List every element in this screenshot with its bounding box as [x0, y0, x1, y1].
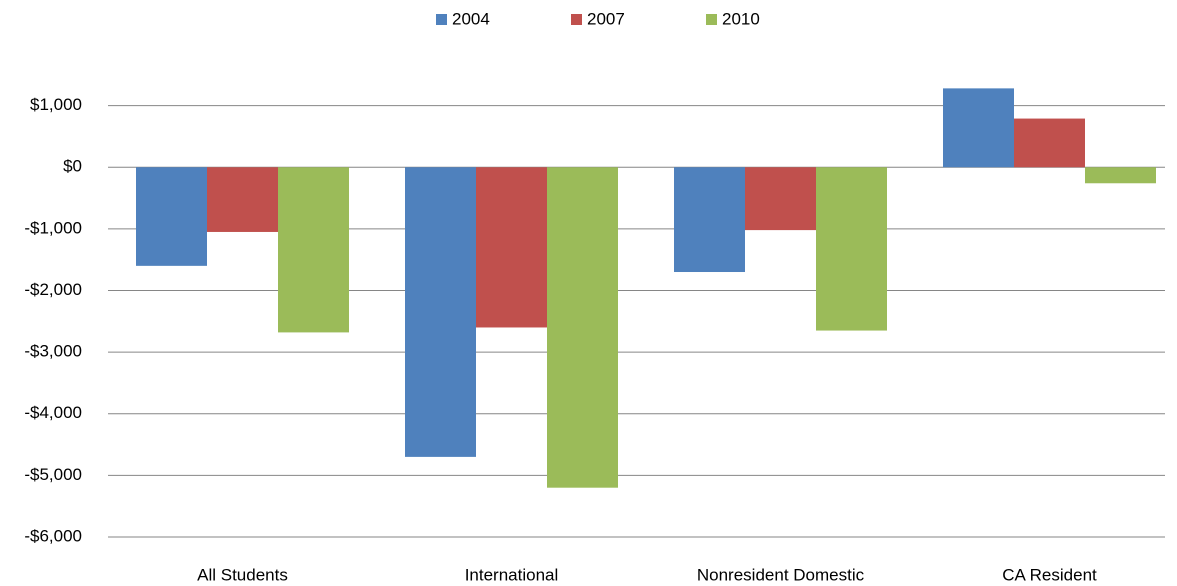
bar [207, 167, 278, 232]
bar [745, 167, 816, 231]
y-tick-label: -$1,000 [24, 218, 82, 237]
bar [1085, 167, 1156, 184]
x-tick-label: International [465, 565, 559, 584]
bar [136, 167, 207, 266]
x-tick-label: CA Resident [1002, 565, 1097, 584]
y-tick-label: -$3,000 [24, 342, 82, 361]
y-tick-label: $1,000 [30, 95, 82, 114]
bar [476, 167, 547, 328]
bar [278, 167, 349, 333]
y-tick-label: -$6,000 [24, 526, 82, 545]
x-tick-label: Nonresident Domestic [697, 565, 865, 584]
legend-label: 2004 [452, 9, 490, 28]
legend-swatch [436, 14, 447, 25]
bar [943, 88, 1014, 168]
bar [547, 167, 618, 488]
y-tick-label: $0 [63, 157, 82, 176]
y-tick-label: -$2,000 [24, 280, 82, 299]
bar [405, 167, 476, 457]
legend-swatch [706, 14, 717, 25]
x-tick-label: All Students [197, 565, 288, 584]
legend-label: 2007 [587, 9, 625, 28]
y-tick-label: -$4,000 [24, 403, 82, 422]
bar [674, 167, 745, 273]
y-tick-label: -$5,000 [24, 465, 82, 484]
legend-swatch [571, 14, 582, 25]
bar [816, 167, 887, 331]
bar [1014, 118, 1085, 168]
legend-label: 2010 [722, 9, 760, 28]
